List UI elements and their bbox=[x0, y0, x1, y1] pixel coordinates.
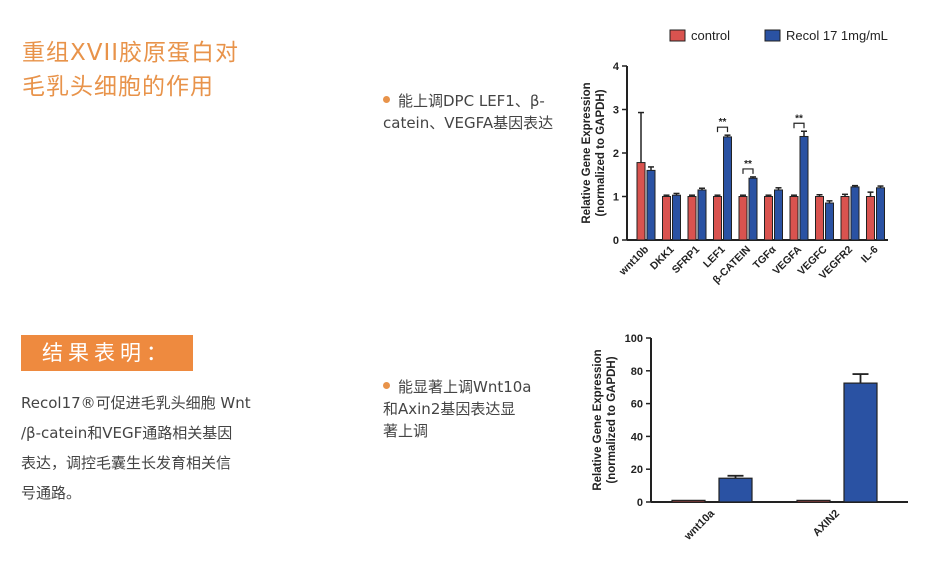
bar-control bbox=[815, 196, 824, 241]
legend-label: control bbox=[691, 28, 730, 43]
y-axis-label-2: Relative Gene Expression bbox=[592, 349, 604, 490]
bullet-dot-icon bbox=[383, 382, 390, 389]
x-tick-label-2: wnt10a bbox=[682, 507, 718, 543]
y-tick-label-2: 60 bbox=[631, 399, 643, 411]
bar-recol bbox=[697, 189, 707, 241]
legend-swatch bbox=[764, 29, 781, 42]
y-tick-label-2: 0 bbox=[637, 497, 643, 509]
bullet-1-line-1: 能上调DPC LEF1、β- bbox=[398, 92, 545, 110]
result-line-2: /β-catein和VEGF通路相关基因 bbox=[21, 424, 233, 442]
title-line-2: 毛乳头细胞的作用 bbox=[22, 74, 214, 100]
y-axis-label-2: (normalized to GAPDH) bbox=[606, 356, 618, 483]
bar-control bbox=[866, 196, 875, 241]
result-line-1: Recol17®可促进毛乳头细胞 Wnt bbox=[21, 394, 251, 412]
bar-control bbox=[840, 196, 850, 241]
x-tick-label: SFRP1 bbox=[670, 244, 703, 277]
bar-control bbox=[687, 196, 697, 241]
bar-recol bbox=[799, 135, 809, 241]
y-tick-label: 2 bbox=[613, 148, 619, 160]
x-tick-label: wnt10b bbox=[616, 244, 651, 279]
bar-control bbox=[662, 196, 671, 241]
bar2-control bbox=[796, 499, 831, 503]
page-title: 重组XVII胶原蛋白对 毛乳头细胞的作用 bbox=[22, 36, 282, 104]
bullet-1: 能上调DPC LEF1、β- catein、VEGFA基因表达 bbox=[383, 90, 553, 134]
significance-label: ** bbox=[795, 113, 803, 124]
bar2-control bbox=[671, 499, 706, 503]
y-axis-label: (normalized to GAPDH) bbox=[595, 89, 607, 216]
result-heading: 结果表明： bbox=[21, 335, 193, 371]
y-tick-label: 4 bbox=[613, 61, 620, 73]
y-axis-label: Relative Gene Expression bbox=[581, 82, 593, 223]
significance-bracket bbox=[716, 126, 729, 133]
bar-recol bbox=[774, 189, 783, 241]
bar-recol bbox=[850, 186, 860, 241]
bar2-recol bbox=[843, 382, 878, 503]
bar-recol bbox=[825, 202, 834, 241]
bar-control bbox=[789, 196, 799, 241]
y-tick-label-2: 40 bbox=[631, 431, 643, 443]
significance-label: ** bbox=[744, 159, 752, 170]
result-line-4: 号通路。 bbox=[21, 484, 82, 502]
significance-label: ** bbox=[719, 117, 727, 128]
legend-label: Recol 17 1mg/mL bbox=[786, 28, 888, 43]
bullet-2: 能显著上调Wnt10a 和Axin2基因表达显 著上调 bbox=[383, 376, 532, 442]
bar-control bbox=[636, 162, 646, 241]
bar-recol bbox=[672, 194, 681, 241]
bar-control bbox=[713, 196, 722, 241]
y-tick-label: 3 bbox=[613, 105, 619, 117]
bar-recol bbox=[876, 187, 885, 241]
result-line-3: 表达，调控毛囊生长发育相关信 bbox=[21, 454, 232, 472]
bar-control bbox=[764, 196, 773, 241]
title-line-1: 重组XVII胶原蛋白对 bbox=[22, 40, 240, 66]
y-tick-label-2: 80 bbox=[631, 366, 643, 378]
significance-bracket bbox=[793, 122, 805, 129]
y-tick-label-2: 100 bbox=[625, 333, 643, 345]
bullet-2-line-3: 著上调 bbox=[383, 422, 429, 440]
bar-recol bbox=[646, 169, 656, 241]
y-tick-label: 1 bbox=[613, 192, 619, 204]
x-tick-label-2: AXIN2 bbox=[811, 508, 842, 539]
bar-recol bbox=[748, 177, 758, 241]
bar2-recol bbox=[718, 477, 753, 503]
significance-bracket bbox=[742, 168, 754, 174]
bullet-dot-icon bbox=[383, 96, 390, 103]
legend-swatch bbox=[669, 29, 686, 42]
bullet-1-line-2: catein、VEGFA基因表达 bbox=[383, 114, 554, 132]
bar-recol bbox=[723, 136, 732, 241]
bullet-2-line-1: 能显著上调Wnt10a bbox=[398, 378, 532, 396]
y-tick-label-2: 20 bbox=[631, 464, 643, 476]
result-text: Recol17®可促进毛乳头细胞 Wnt /β-catein和VEGF通路相关基… bbox=[21, 388, 271, 508]
bar-control bbox=[738, 196, 748, 241]
y-tick-label: 0 bbox=[613, 235, 619, 247]
x-tick-label: IL-6 bbox=[859, 244, 881, 266]
bullet-2-line-2: 和Axin2基因表达显 bbox=[383, 400, 516, 418]
